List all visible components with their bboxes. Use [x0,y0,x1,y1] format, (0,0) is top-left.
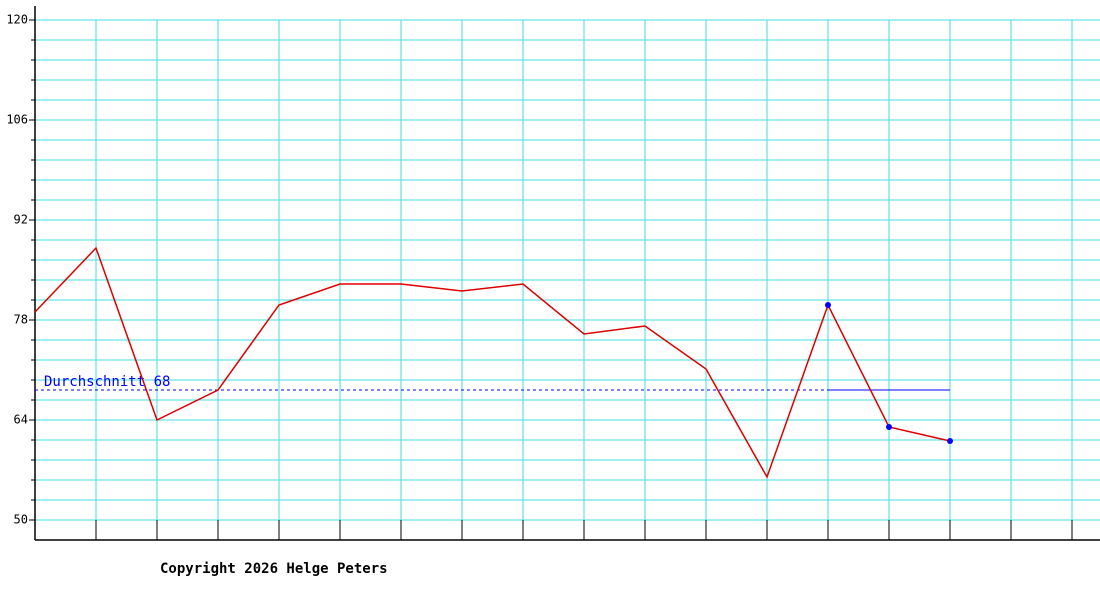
y-tick-label: 92 [14,213,28,227]
y-tick-label: 78 [14,313,28,327]
point-marker [886,424,892,430]
point-marker [825,302,831,308]
y-tick-label: 106 [6,113,28,127]
copyright: Copyright 2026 Helge Peters [160,561,388,577]
y-tick-label: 120 [6,13,28,27]
series-line [34,246,951,479]
y-tick-label: 64 [14,413,28,427]
y-tick-label: 50 [14,513,28,527]
average-label: Durchschnitt 68 [44,374,170,390]
point-marker [947,438,953,444]
